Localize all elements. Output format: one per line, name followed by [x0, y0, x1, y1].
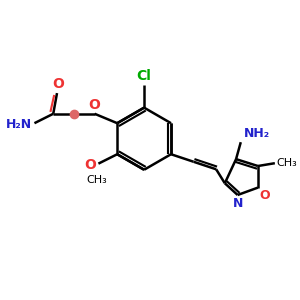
Text: H₂N: H₂N [5, 118, 31, 130]
Text: O: O [85, 158, 97, 172]
Text: NH₂: NH₂ [244, 127, 270, 140]
Text: CH₃: CH₃ [277, 158, 298, 168]
Text: CH₃: CH₃ [86, 175, 107, 185]
Text: O: O [260, 188, 270, 202]
Text: N: N [232, 197, 243, 210]
Text: O: O [88, 98, 100, 112]
Text: Cl: Cl [137, 69, 152, 83]
Text: O: O [52, 77, 64, 91]
